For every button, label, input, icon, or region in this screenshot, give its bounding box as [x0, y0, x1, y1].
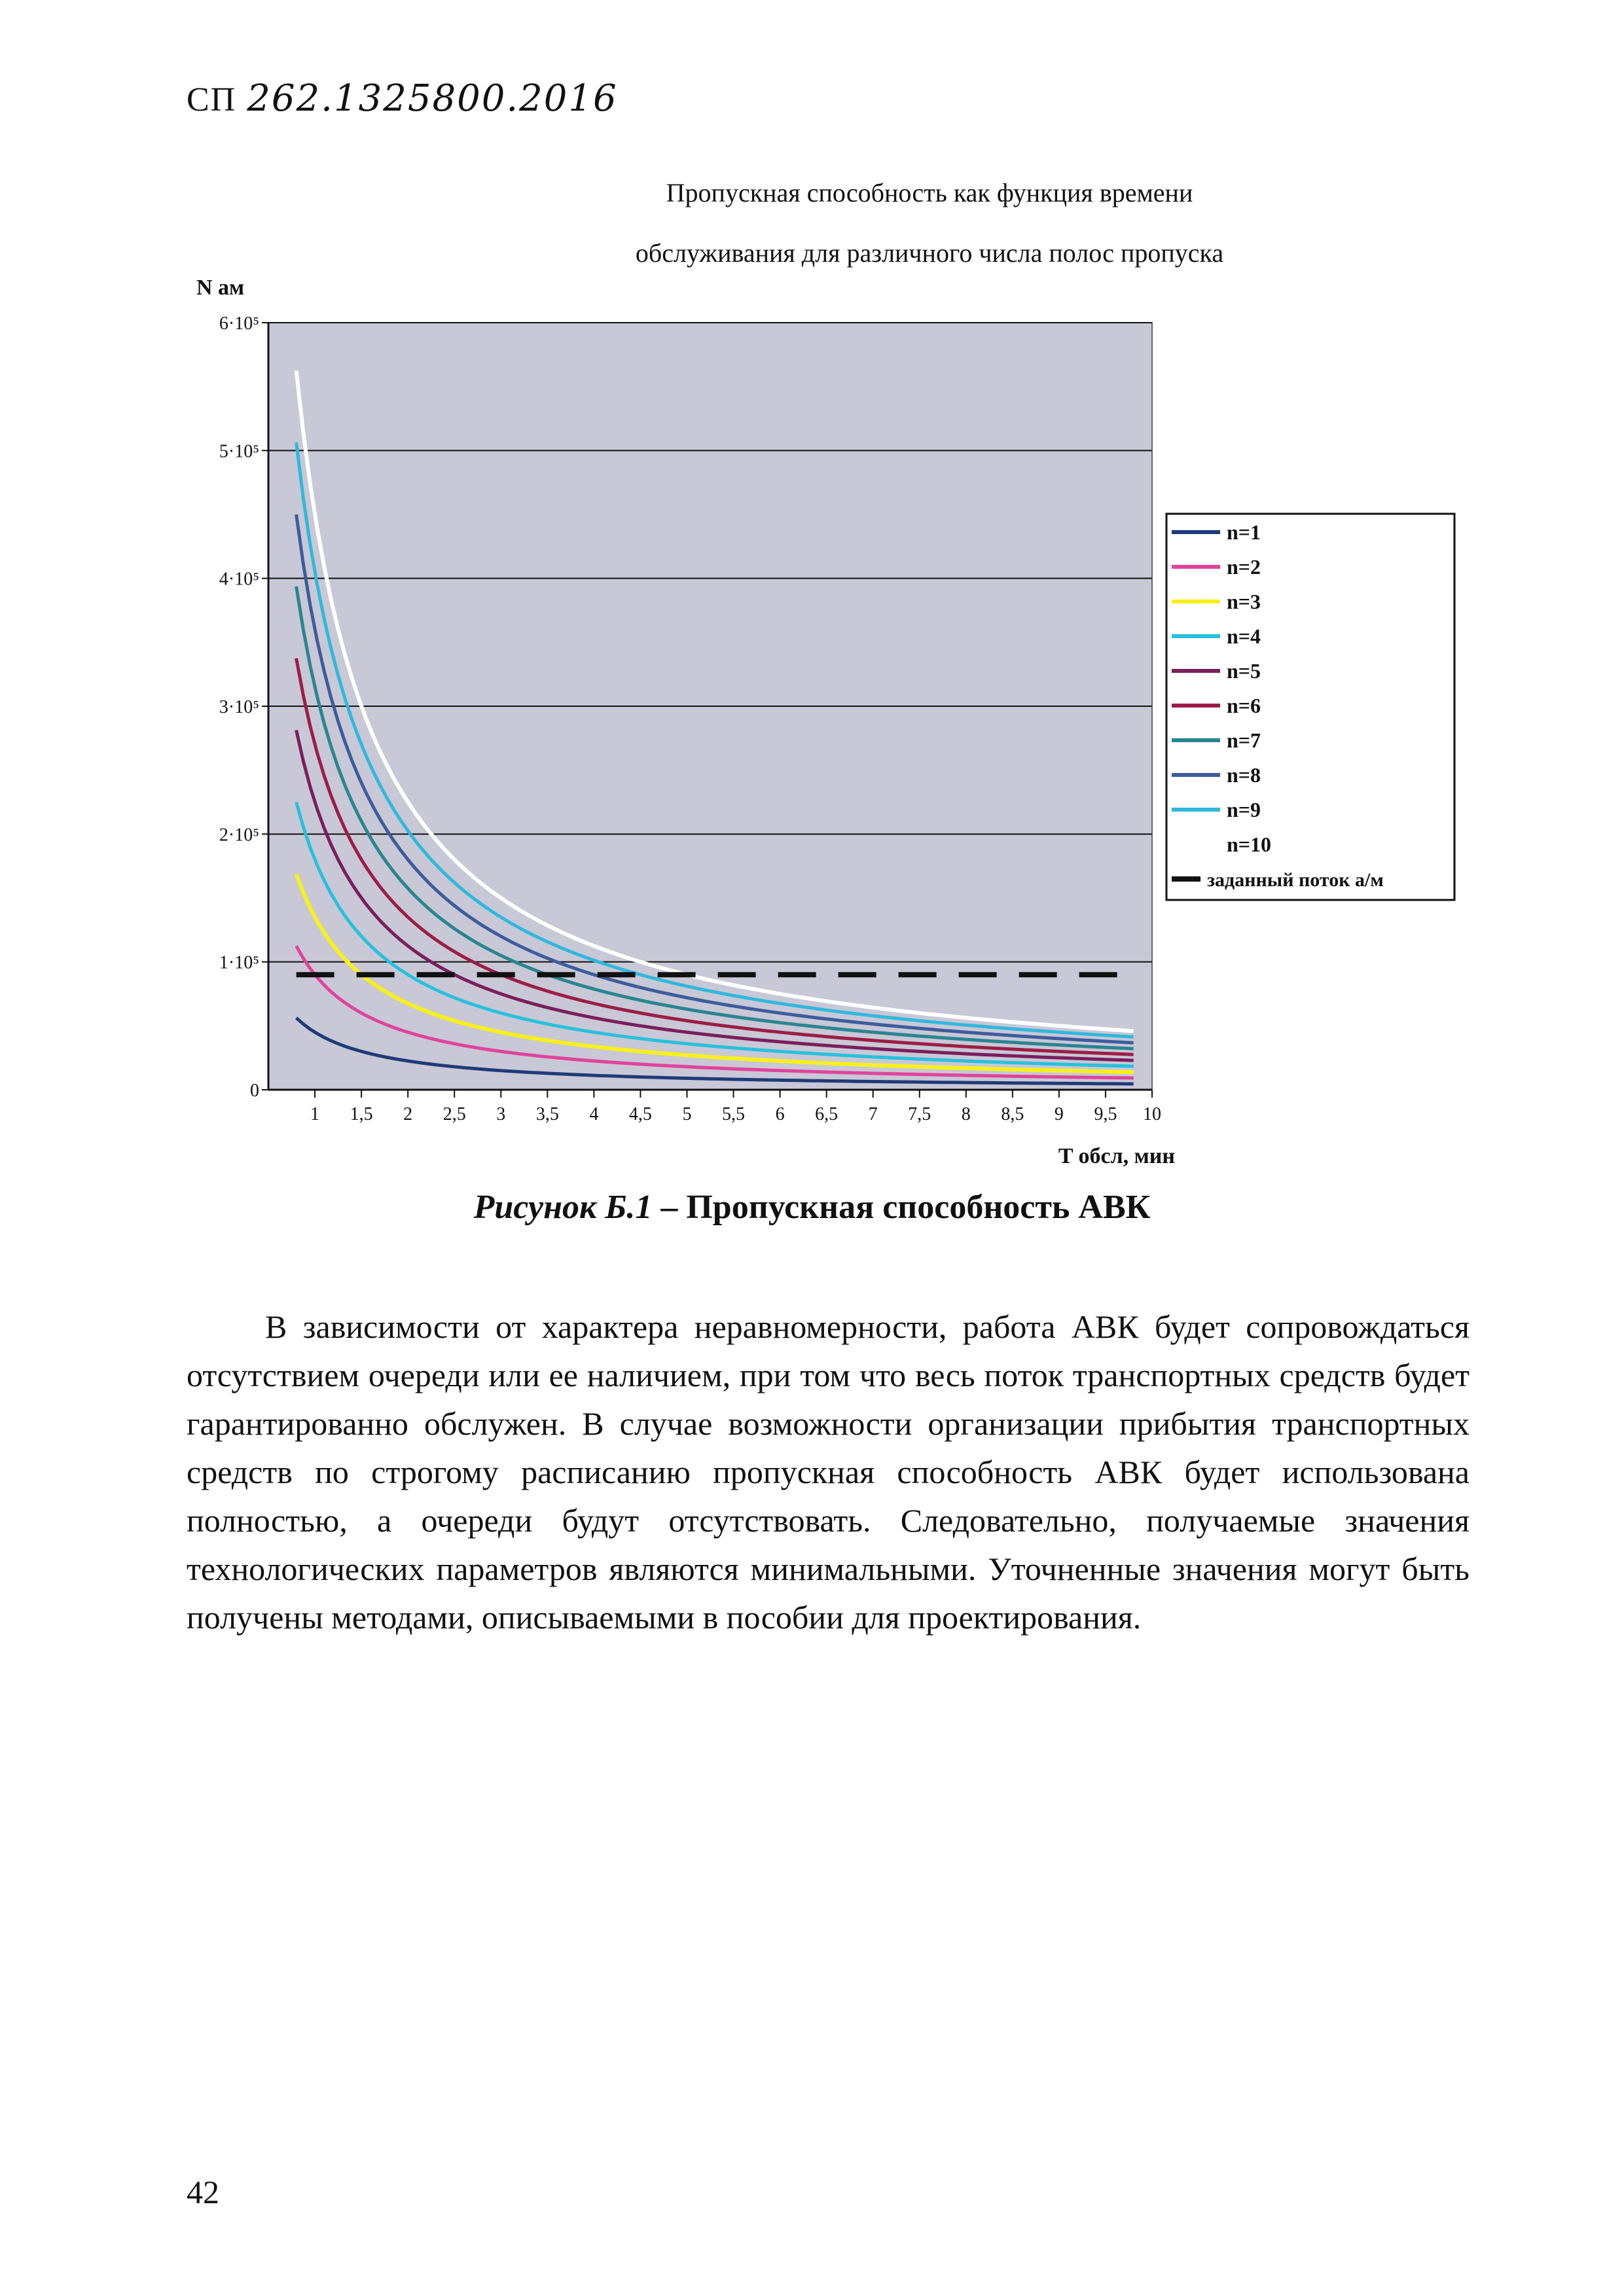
legend-label-n=2: n=2: [1227, 555, 1261, 579]
legend-label-n=6: n=6: [1227, 694, 1261, 717]
series-line-n=7: [295, 586, 1134, 1050]
x-tick-label: 9: [1055, 1104, 1064, 1124]
x-tick-label: 3: [496, 1104, 505, 1124]
x-tick-label: 6,5: [815, 1104, 838, 1124]
paragraph-text: В зависимости от характера неравномернос…: [187, 1308, 1470, 1636]
legend-label-n=4: n=4: [1227, 624, 1261, 648]
y-tick-label: 4·10⁵: [219, 569, 259, 590]
chart-y-axis-label: N ам: [196, 276, 244, 300]
legend-label-n=8: n=8: [1227, 763, 1261, 787]
document-code-prefix: СП: [187, 81, 237, 118]
x-tick-label: 9,5: [1094, 1104, 1117, 1124]
figure-label: Рисунок Б.1: [473, 1189, 653, 1226]
body-paragraph: В зависимости от характера неравномернос…: [187, 1302, 1470, 1641]
series-line-n=6: [295, 658, 1134, 1056]
series-line-n=4: [295, 801, 1134, 1068]
y-tick-label: 0: [250, 1081, 259, 1101]
x-tick-label: 5: [682, 1104, 691, 1124]
series-line-n=2: [295, 945, 1134, 1080]
legend-label-target-flow: заданный поток а/м: [1207, 869, 1384, 891]
legend-label-n=3: n=3: [1227, 590, 1261, 613]
x-tick-label: 1,5: [350, 1104, 373, 1124]
y-tick-label: 2·10⁵: [219, 825, 259, 845]
x-tick-label: 5,5: [722, 1104, 745, 1124]
series-line-n=10: [294, 370, 1134, 1033]
x-tick-label: 6: [776, 1104, 785, 1124]
y-tick-label: 3·10⁵: [219, 697, 259, 717]
x-tick-label: 8,5: [1001, 1104, 1024, 1124]
x-tick-label: 7: [869, 1104, 878, 1124]
legend-label-n=7: n=7: [1227, 728, 1261, 752]
y-tick-label: 6·10⁵: [219, 314, 259, 334]
legend-label-n=10: n=10: [1227, 833, 1271, 856]
figure-title: Пропускная способность АВК: [686, 1189, 1151, 1226]
chart-legend: n=1 n=2 n=3 n=4 n=5 n=6 n=7 n=8 n=9 n=10 заданный …: [1165, 512, 1456, 901]
series-line-n=5: [295, 730, 1134, 1062]
legend-label-n=9: n=9: [1227, 798, 1261, 821]
legend-label-n=1: n=1: [1227, 520, 1261, 544]
x-tick-label: 2: [403, 1104, 412, 1124]
series-line-n=3: [294, 873, 1134, 1075]
x-tick-label: 1: [310, 1104, 319, 1124]
document-code-handwritten: 262.1325800.2016: [247, 77, 618, 120]
x-tick-label: 4: [589, 1104, 598, 1124]
y-tick-label: 5·10⁵: [219, 441, 259, 461]
legend-label-n=5: n=5: [1227, 659, 1261, 683]
capacity-chart: Пропускная способность как функция време…: [196, 178, 1456, 1168]
x-tick-label: 4,5: [629, 1104, 652, 1124]
caption-dash: –: [652, 1189, 687, 1226]
chart-title-line2: обслуживания для различного числа полос …: [636, 238, 1223, 268]
plot-area: 0 1·10⁵ 2·10⁵ 3·10⁵ 4·10⁵ 5·10⁵ 6·10⁵ 1 1,5 2 2,5 3…: [219, 314, 1161, 1124]
chart-title-line1: Пропускная способность как функция време…: [666, 178, 1193, 207]
x-tick-label: 10: [1143, 1104, 1161, 1124]
x-tick-label: 3,5: [536, 1104, 559, 1124]
document-code: СП 262.1325800.2016: [187, 77, 618, 120]
series-line-n=1: [295, 1016, 1134, 1086]
figure-caption: Рисунок Б.1 – Пропускная способность АВК: [0, 1188, 1624, 1227]
x-tick-label: 8: [962, 1104, 971, 1124]
chart-x-axis-label: T обсл, мин: [1058, 1144, 1175, 1168]
page-number: 42: [187, 2174, 219, 2210]
x-tick-label: 2,5: [443, 1104, 466, 1124]
x-tick-label: 7,5: [908, 1104, 931, 1124]
series-line-n=8: [295, 514, 1134, 1045]
y-tick-label: 1·10⁵: [219, 953, 259, 973]
series-line-n=9: [295, 442, 1134, 1039]
